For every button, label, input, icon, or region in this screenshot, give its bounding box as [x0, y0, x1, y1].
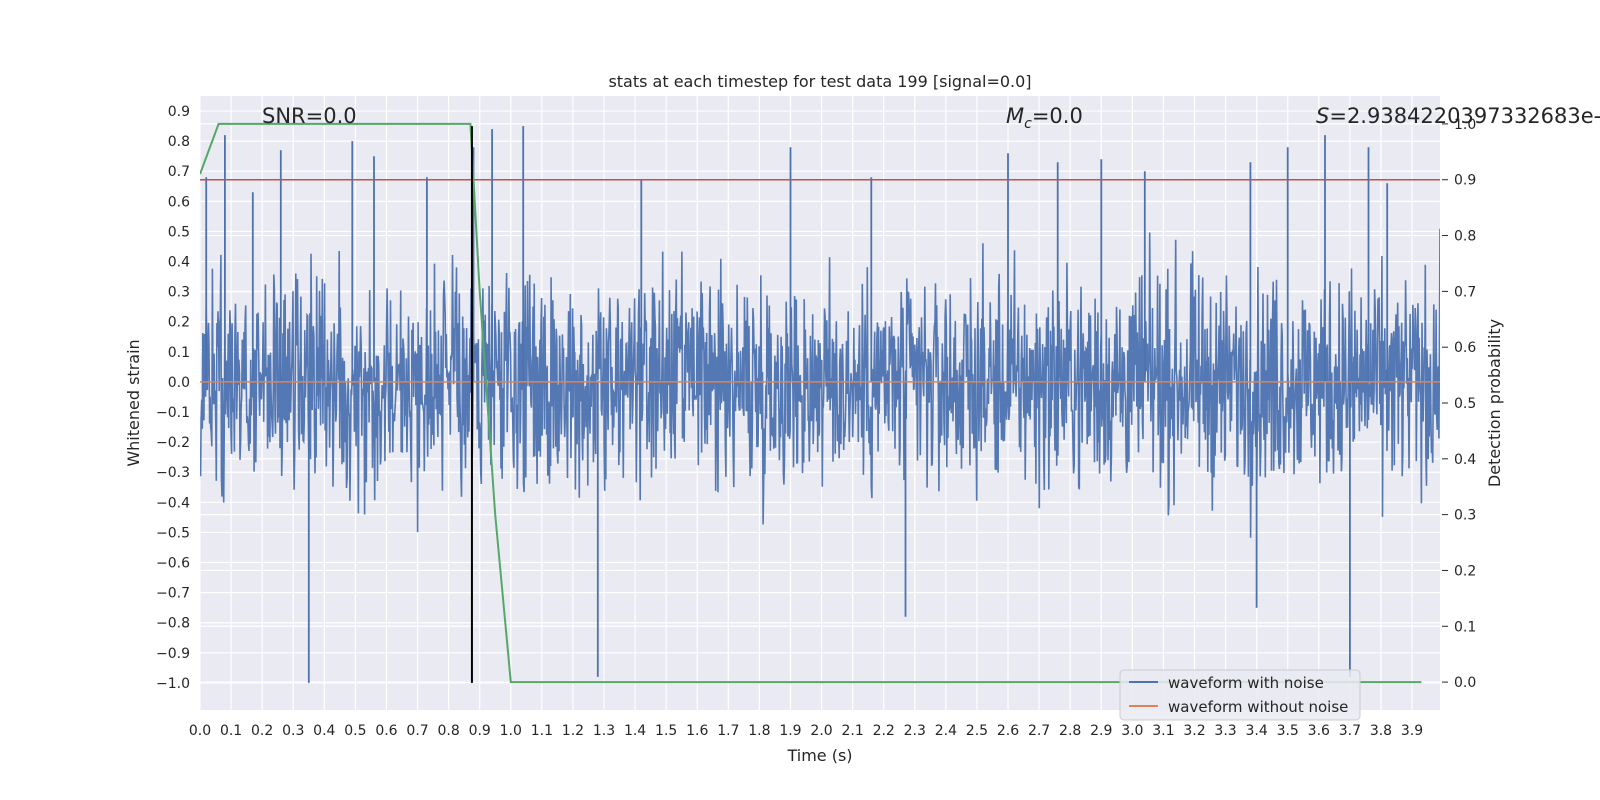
y-tick-label: 0.4: [168, 255, 190, 271]
x-tick-label: 1.7: [717, 723, 739, 739]
x-tick-label: 3.2: [1183, 723, 1205, 739]
annotation-s-value: =2.938422039733​2683e-: [1329, 104, 1600, 128]
x-tick-label: 2.6: [997, 723, 1019, 739]
legend: waveform with noise waveform without noi…: [1119, 669, 1361, 721]
annotation-mc-value: =0.0: [1032, 104, 1083, 128]
x-tick-label: 1.1: [531, 723, 553, 739]
y2-tick-label: 0.4: [1454, 452, 1476, 468]
y-tick-label: −0.7: [156, 586, 190, 602]
annotation-snr: SNR=0.0: [262, 104, 357, 128]
x-tick-label: 3.9: [1401, 723, 1423, 739]
x-tick-label: 0.9: [469, 723, 491, 739]
y-tick-label: −0.5: [156, 525, 190, 541]
x-tick-label: 2.0: [810, 723, 832, 739]
y-tick-label: 0.1: [168, 345, 190, 361]
x-tick-label: 0.2: [251, 723, 273, 739]
x-tick-label: 1.4: [624, 723, 646, 739]
x-tick-label: 2.2: [873, 723, 895, 739]
x-tick-label: 1.3: [593, 723, 615, 739]
x-tick-label: 2.3: [904, 723, 926, 739]
y-tick-label: 0.2: [168, 315, 190, 331]
y-tick-label: 0.9: [168, 104, 190, 120]
y2-axis-label: Detection probability: [1485, 319, 1504, 487]
x-axis-label: Time (s): [786, 746, 852, 765]
y2-tick-label: 0.0: [1454, 675, 1476, 691]
annotation-s-symbol: S: [1316, 104, 1329, 128]
y2-tick-label: 0.7: [1454, 284, 1476, 300]
y-tick-label: 0.8: [168, 134, 190, 150]
x-tick-label: 1.0: [500, 723, 522, 739]
legend-box: [1119, 669, 1361, 721]
x-tick-label: 2.8: [1059, 723, 1081, 739]
x-tick-label: 3.7: [1339, 723, 1361, 739]
y-tick-label: −0.2: [156, 435, 190, 451]
x-tick-label: 3.0: [1121, 723, 1143, 739]
x-tick-label: 3.6: [1308, 723, 1330, 739]
annotation-s: S=2.938422039733​2683e-: [1316, 104, 1600, 128]
x-tick-label: 3.4: [1246, 723, 1268, 739]
y2-tick-label: 0.9: [1454, 173, 1476, 189]
annotation-mc-symbol: M: [1006, 104, 1024, 128]
y-tick-label: −0.6: [156, 556, 190, 572]
x-tick-label: 0.1: [220, 723, 242, 739]
x-tick-label: 2.9: [1090, 723, 1112, 739]
y2-tick-label: 1.0: [1454, 117, 1476, 133]
y2-tick-label: 0.6: [1454, 340, 1476, 356]
x-tick-label: 2.5: [966, 723, 988, 739]
x-tick-label: 3.8: [1370, 723, 1392, 739]
series-spikes-waveform-with-noise: [205, 126, 1389, 683]
chart-title: stats at each timestep for test data 199…: [608, 72, 1031, 91]
x-tick-label: 2.1: [841, 723, 863, 739]
y-tick-label: −0.8: [156, 616, 190, 632]
x-tick-label: 0.8: [437, 723, 459, 739]
y-axis-label: Whitened strain: [124, 339, 143, 466]
y-tick-label: 0.6: [168, 194, 190, 210]
x-tick-label: 3.5: [1277, 723, 1299, 739]
y2-tick-labels: 1.0 0.9 0.8 0.7 0.6 0.5 0.4 0.3 0.2 0.1 0.0: [1442, 117, 1476, 691]
annotation-mc: Mc=0.0: [1006, 104, 1083, 132]
y-tick-label: 0.0: [168, 375, 190, 391]
x-tick-label: 1.9: [779, 723, 801, 739]
series-line-detection-probability: [200, 122, 1422, 684]
y-tick-label: −0.4: [156, 495, 190, 511]
y-tick-label: 0.3: [168, 285, 190, 301]
x-tick-label: 0.3: [282, 723, 304, 739]
x-tick-label: 0.7: [406, 723, 428, 739]
x-tick-label: 2.7: [1028, 723, 1050, 739]
y-tick-label: 0.5: [168, 224, 190, 240]
y-tick-label: −0.1: [156, 405, 190, 421]
annotation-mc-subscript: c: [1024, 116, 1032, 132]
legend-label-clean: waveform without noise: [1168, 698, 1348, 716]
y2-tick-label: 0.1: [1454, 619, 1476, 635]
x-tick-label: 1.5: [655, 723, 677, 739]
x-tick-label: 3.3: [1214, 723, 1236, 739]
x-tick-label: 0.4: [313, 723, 335, 739]
x-tick-label: 2.4: [935, 723, 957, 739]
x-tick-label: 1.6: [686, 723, 708, 739]
y2-tick-label: 0.3: [1454, 508, 1476, 524]
y-tick-labels: 0.9 0.8 0.7 0.6 0.5 0.4 0.3 0.2 0.1 0.0 −0.1 −0.2 −0…: [156, 104, 190, 692]
x-tick-labels: 0.0 0.1 0.2 0.3 0.4 0.5 0.6 0.7 0.8 0.9 1.0 1.1 1.2 1…: [189, 723, 1423, 739]
y-tick-label: −0.3: [156, 465, 190, 481]
x-tick-label: 1.8: [748, 723, 770, 739]
y2-tick-label: 0.5: [1454, 396, 1476, 412]
y-tick-label: −0.9: [156, 646, 190, 662]
x-tick-label: 1.2: [562, 723, 584, 739]
y-tick-label: −1.0: [156, 676, 190, 692]
x-tick-label: 3.1: [1152, 723, 1174, 739]
y2-tick-label: 0.2: [1454, 563, 1476, 579]
y-tick-label: 0.7: [168, 164, 190, 180]
y2-tick-label: 0.8: [1454, 229, 1476, 245]
x-tick-label: 0.0: [189, 723, 211, 739]
x-tick-label: 0.5: [344, 723, 366, 739]
x-tick-label: 0.6: [375, 723, 397, 739]
legend-label-noisy: waveform with noise: [1168, 674, 1324, 692]
series-line-waveform-with-noise: [200, 228, 1440, 538]
